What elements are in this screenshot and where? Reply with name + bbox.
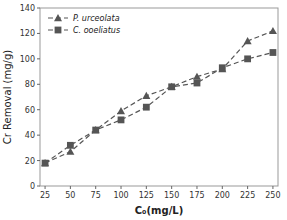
legend-marker	[55, 27, 62, 34]
x-tick-label: 25	[40, 191, 50, 200]
x-tick-label: 225	[240, 191, 255, 200]
x-axis-label: C₀(mg/L)	[135, 205, 183, 216]
chart: 25 50 75 100 125 150 175 200 225 250 0 20 40 60 80 100 1…	[0, 0, 287, 220]
point-marker	[92, 127, 99, 134]
x-tick-label: 50	[65, 191, 75, 200]
point-marker	[194, 80, 201, 87]
point-marker	[92, 126, 100, 133]
x-tick	[222, 186, 223, 189]
y-tick	[37, 58, 40, 59]
y-tick-label: 120	[20, 29, 35, 38]
point-marker	[117, 107, 125, 114]
x-tick	[95, 186, 96, 189]
point-marker	[67, 142, 74, 149]
x-tick-label: 200	[215, 191, 230, 200]
y-tick-label: 80	[25, 80, 35, 89]
point-marker	[143, 104, 150, 111]
y-tick-label: 60	[25, 106, 35, 115]
point-marker	[219, 64, 226, 71]
x-tick-label: 125	[139, 191, 154, 200]
point-marker	[168, 83, 175, 90]
point-marker	[244, 55, 251, 62]
y-tick-label: 100	[20, 55, 35, 64]
plot-data	[41, 27, 277, 167]
x-tick	[272, 186, 273, 189]
x-tick	[146, 186, 147, 189]
point-marker	[218, 65, 226, 72]
point-marker	[41, 159, 49, 166]
legend: P. urceolata C. ooeliatus	[48, 14, 120, 35]
point-marker	[193, 73, 201, 80]
y-tick-label: 40	[25, 131, 35, 140]
point-marker	[118, 116, 125, 123]
legend-label: C. ooeliatus	[73, 26, 120, 35]
x-tick-label: 250	[265, 191, 280, 200]
x-tick	[171, 186, 172, 189]
y-tick-label: 0	[30, 182, 35, 191]
point-marker	[168, 83, 176, 90]
plot-frame	[40, 8, 278, 186]
point-marker	[142, 92, 150, 99]
legend-label: P. urceolata	[73, 14, 120, 23]
series-line	[45, 53, 273, 164]
y-tick-label: 20	[25, 157, 35, 166]
y-axis-label: Cr Removal (mg/g)	[2, 50, 13, 144]
y-tick	[37, 8, 40, 9]
y-tick	[37, 186, 40, 187]
x-tick	[247, 186, 248, 189]
x-tick	[196, 186, 197, 189]
point-marker	[270, 49, 277, 56]
x-tick	[121, 186, 122, 189]
y-tick-label: 140	[20, 4, 35, 13]
y-tick	[37, 33, 40, 34]
x-tick	[45, 186, 46, 189]
y-tick	[37, 135, 40, 136]
x-tick	[70, 186, 71, 189]
point-marker	[244, 37, 252, 44]
x-tick-label: 150	[164, 191, 179, 200]
x-tick-label: 100	[113, 191, 128, 200]
x-tick-label: 175	[189, 191, 204, 200]
point-marker	[269, 27, 277, 34]
x-tick-label: 75	[91, 191, 101, 200]
point-marker	[66, 148, 74, 155]
point-marker	[42, 160, 49, 167]
legend-marker	[54, 14, 62, 21]
y-tick	[37, 84, 40, 85]
series-line	[45, 31, 273, 163]
y-tick	[37, 109, 40, 110]
y-tick	[37, 160, 40, 161]
